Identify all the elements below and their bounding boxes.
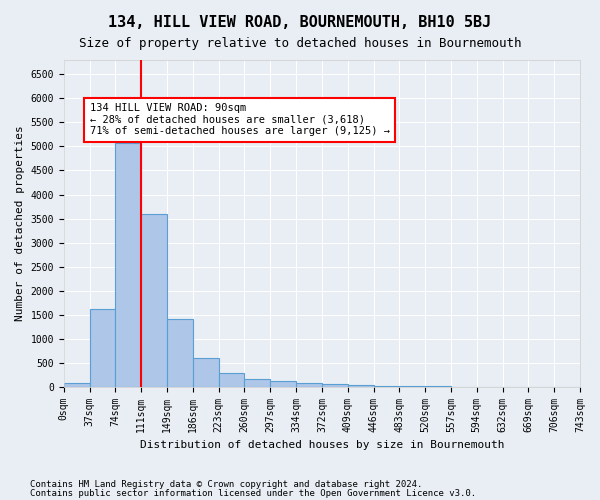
- Bar: [296, 382, 322, 386]
- Bar: [89, 309, 115, 386]
- Bar: [322, 384, 347, 386]
- Text: Contains HM Land Registry data © Crown copyright and database right 2024.: Contains HM Land Registry data © Crown c…: [30, 480, 422, 489]
- Bar: [193, 358, 218, 386]
- Text: 134 HILL VIEW ROAD: 90sqm
← 28% of detached houses are smaller (3,618)
71% of se: 134 HILL VIEW ROAD: 90sqm ← 28% of detac…: [89, 103, 389, 136]
- Bar: [270, 382, 296, 386]
- Bar: [244, 379, 270, 386]
- Bar: [141, 214, 167, 386]
- Text: Contains public sector information licensed under the Open Government Licence v3: Contains public sector information licen…: [30, 488, 476, 498]
- Bar: [218, 372, 244, 386]
- X-axis label: Distribution of detached houses by size in Bournemouth: Distribution of detached houses by size …: [140, 440, 504, 450]
- Text: Size of property relative to detached houses in Bournemouth: Size of property relative to detached ho…: [79, 38, 521, 51]
- Bar: [115, 142, 141, 386]
- Bar: [167, 320, 193, 386]
- Text: 134, HILL VIEW ROAD, BOURNEMOUTH, BH10 5BJ: 134, HILL VIEW ROAD, BOURNEMOUTH, BH10 5…: [109, 15, 491, 30]
- Bar: [64, 384, 89, 386]
- Y-axis label: Number of detached properties: Number of detached properties: [15, 126, 25, 321]
